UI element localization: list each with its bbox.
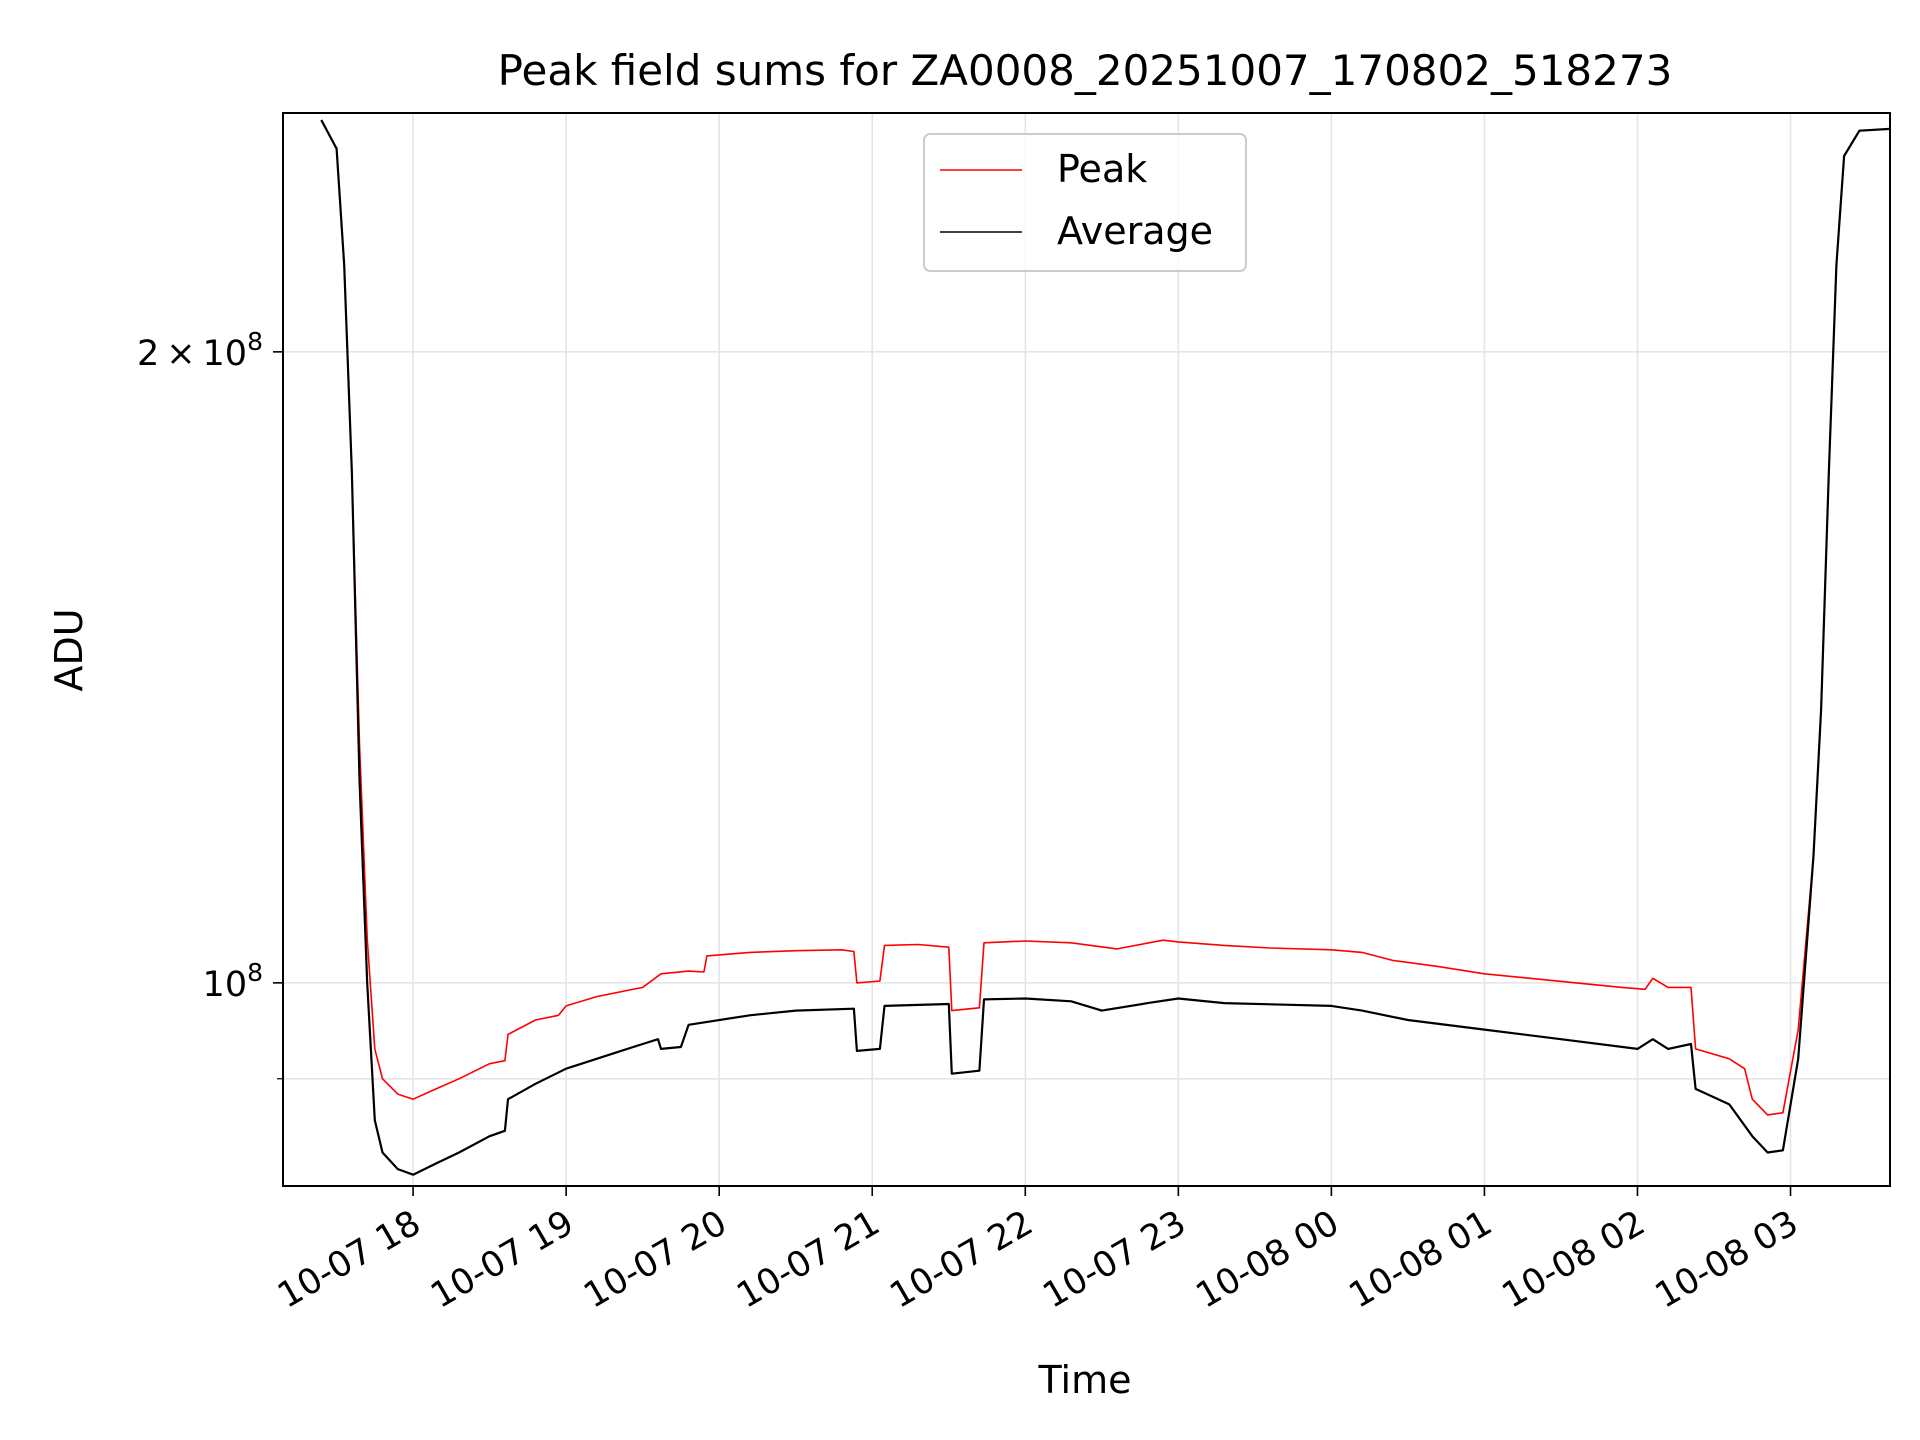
- series-group: [320, 119, 1890, 1176]
- legend-label-peak: Peak: [1057, 147, 1147, 191]
- grid: [283, 113, 1890, 1186]
- series-line-peak: [320, 119, 1890, 1116]
- legend-box: [923, 133, 1247, 272]
- x-axis-label: Time: [1038, 1358, 1132, 1402]
- y-axis-label: ADU: [47, 608, 91, 691]
- y-tick-label: 2 × 108: [137, 327, 263, 374]
- legend-label-average: Average: [1057, 209, 1213, 253]
- plot-frame: [282, 112, 1891, 1187]
- series-line-average: [320, 119, 1890, 1176]
- chart-title: Peak field sums for ZA0008_20251007_1708…: [498, 46, 1673, 95]
- legend: Peak Average: [923, 133, 1247, 272]
